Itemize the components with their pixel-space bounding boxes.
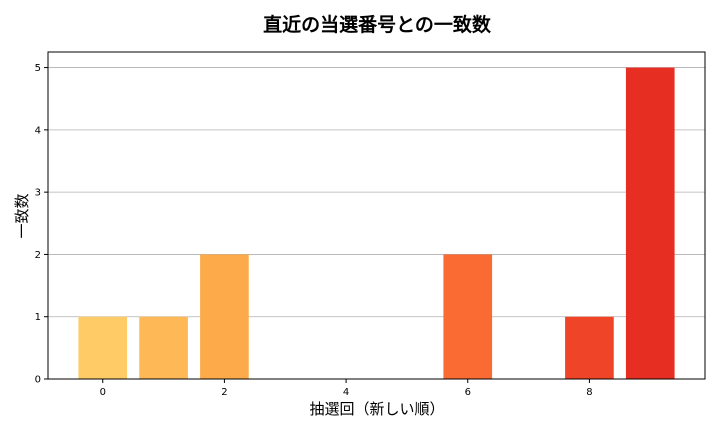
x-axis-label: 抽選回（新しい順） bbox=[309, 400, 444, 418]
x-tick-label-0: 0 bbox=[100, 387, 106, 398]
bar-1 bbox=[139, 316, 188, 379]
y-tick-label-5: 5 bbox=[35, 63, 41, 74]
chart-title: 直近の当選番号との一致数 bbox=[263, 13, 492, 36]
y-tick-label-4: 4 bbox=[35, 125, 41, 136]
x-tick-label-4: 8 bbox=[586, 387, 592, 398]
grid-lines bbox=[48, 67, 705, 318]
bar-9 bbox=[625, 67, 675, 380]
bar-2 bbox=[200, 254, 249, 379]
x-tick-label-1: 2 bbox=[221, 387, 227, 398]
y-tick-label-2: 2 bbox=[35, 250, 41, 261]
x-tick-label-2: 4 bbox=[343, 387, 349, 398]
bar-8 bbox=[565, 316, 614, 379]
y-tick-label-0: 0 bbox=[35, 375, 41, 386]
y-axis-ticks: 0 1 2 3 4 5 bbox=[35, 63, 48, 386]
y-tick-label-1: 1 bbox=[35, 312, 41, 323]
x-axis-ticks: 0 2 4 6 8 bbox=[100, 379, 593, 398]
bar-6 bbox=[443, 254, 493, 379]
y-axis-label: 一致数 bbox=[13, 193, 31, 238]
bars bbox=[78, 67, 675, 380]
bar-0 bbox=[78, 316, 128, 379]
y-tick-label-3: 3 bbox=[35, 188, 41, 199]
plot-frame bbox=[47, 51, 706, 380]
x-tick-label-3: 6 bbox=[465, 387, 471, 398]
